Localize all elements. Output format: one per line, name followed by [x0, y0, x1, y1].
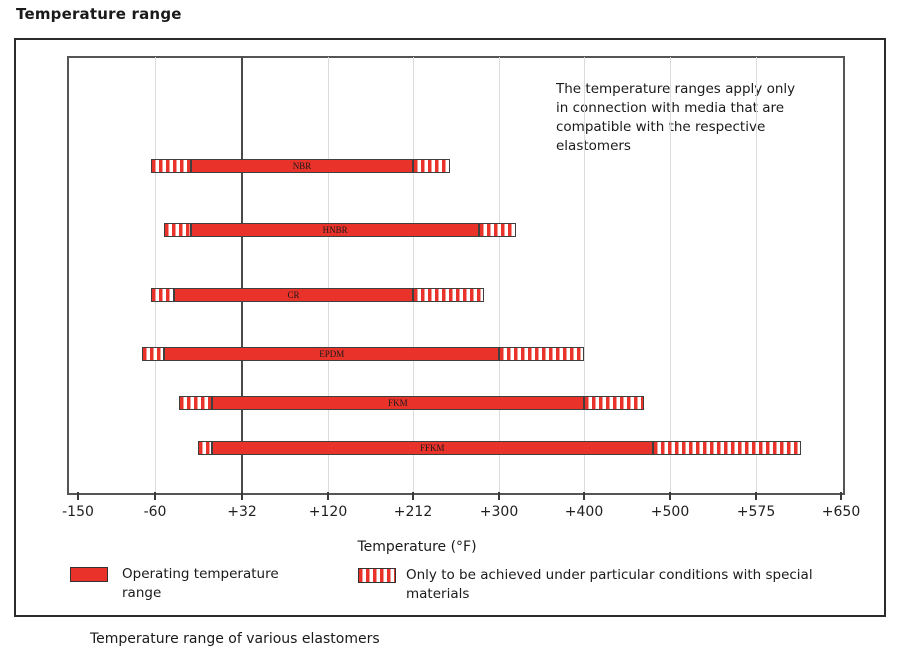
x-tick-label: -60 — [143, 504, 167, 520]
gridline — [670, 57, 671, 492]
bar-ffkm-special-segment — [197, 441, 212, 455]
bar-label-epdm: EPDM — [319, 349, 345, 359]
bar-label-cr: CR — [287, 290, 300, 300]
gridline — [328, 57, 329, 492]
x-axis-tick — [840, 492, 842, 500]
x-tick-label: +575 — [736, 504, 776, 520]
freeze-point-line — [241, 57, 243, 492]
bar-nbr-operating-segment: NBR — [190, 159, 413, 173]
x-axis-title: Temperature (°F) — [357, 539, 477, 555]
bar-label-hnbr: HNBR — [322, 225, 348, 235]
x-axis-tick — [77, 492, 79, 500]
x-axis-tick — [498, 492, 500, 500]
bar-fkm-operating-segment: FKM — [211, 396, 584, 410]
gridline — [756, 57, 757, 492]
x-tick-label: +120 — [308, 504, 348, 520]
bar-epdm-special-segment — [142, 347, 165, 361]
gridline — [413, 57, 414, 492]
bar-label-fkm: FKM — [388, 398, 408, 408]
x-axis-tick — [241, 492, 243, 500]
gridline — [155, 57, 156, 492]
x-axis-tick — [154, 492, 156, 500]
bar-hnbr-operating-segment: HNBR — [190, 223, 480, 237]
gridline — [584, 57, 585, 492]
legend-swatch-operating — [70, 567, 108, 582]
figure-caption: Temperature range of various elastomers — [90, 631, 380, 647]
bar-cr-special-segment — [150, 288, 174, 302]
x-tick-label: +500 — [650, 504, 690, 520]
bar-cr-operating-segment: CR — [173, 288, 413, 302]
x-tick-label: +400 — [564, 504, 604, 520]
bar-epdm-operating-segment: EPDM — [164, 347, 499, 361]
bar-fkm-special-segment — [178, 396, 212, 410]
x-tick-label: +32 — [227, 504, 257, 520]
x-tick-label: +300 — [479, 504, 519, 520]
legend-swatch-special — [358, 568, 396, 583]
x-axis-tick — [669, 492, 671, 500]
bar-nbr-special-segment — [413, 159, 451, 173]
x-axis-tick — [327, 492, 329, 500]
legend-label-operating: Operating temperature range — [122, 566, 279, 601]
bar-ffkm-special-segment — [652, 441, 802, 455]
bar-fkm-special-segment — [584, 396, 645, 410]
figure-title: Temperature range — [16, 5, 182, 23]
bar-cr-special-segment — [413, 288, 485, 302]
legend-label-special: Only to be achieved under particular con… — [406, 567, 813, 602]
x-axis-tick — [583, 492, 585, 500]
bar-nbr-special-segment — [150, 159, 191, 173]
bar-hnbr-special-segment — [479, 223, 516, 237]
note-text: The temperature ranges apply only in con… — [556, 81, 796, 154]
x-tick-label: -150 — [62, 504, 94, 520]
x-tick-label: +650 — [821, 504, 861, 520]
plot-area — [67, 56, 845, 495]
bar-hnbr-special-segment — [164, 223, 191, 237]
gridline — [499, 57, 500, 492]
bar-label-nbr: NBR — [292, 161, 312, 171]
x-tick-label: +212 — [393, 504, 433, 520]
x-axis-tick — [755, 492, 757, 500]
bar-label-ffkm: FFKM — [420, 443, 445, 453]
bar-ffkm-operating-segment: FFKM — [211, 441, 653, 455]
x-axis-tick — [412, 492, 414, 500]
bar-epdm-special-segment — [499, 347, 584, 361]
